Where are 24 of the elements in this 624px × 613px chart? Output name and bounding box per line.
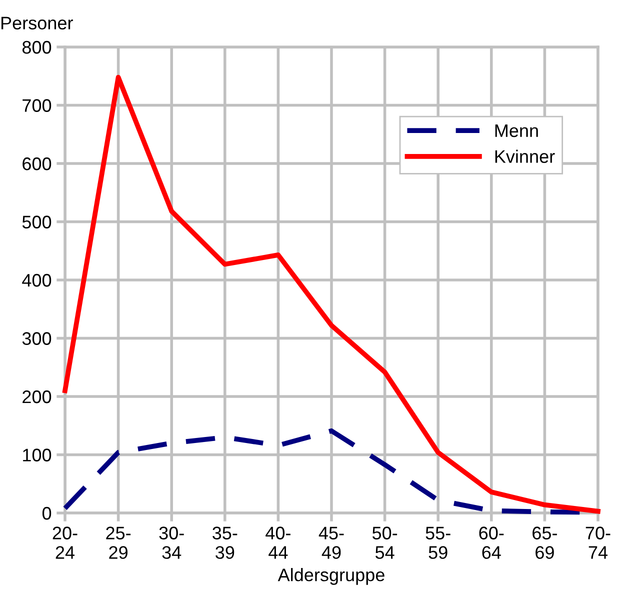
y-tick-label: 700 <box>22 99 52 112</box>
x-tick-label: 60- 64 <box>479 526 504 559</box>
x-axis-title: Aldersgruppe <box>278 568 384 585</box>
x-tick-label: 35- 39 <box>212 526 238 559</box>
x-tick-label: 50- 54 <box>372 526 398 559</box>
y-tick-label: 100 <box>23 448 52 462</box>
legend-label: Menn <box>495 124 538 138</box>
x-tick-label: 70- 74 <box>586 526 610 559</box>
legend-label: Kvinner <box>495 150 555 163</box>
x-tick-label: 40- 44 <box>266 526 290 559</box>
y-tick-label: 200 <box>22 390 52 404</box>
x-tick-label: 20- 24 <box>52 526 78 559</box>
x-tick-label: 65- 69 <box>532 526 557 559</box>
x-tick-label: 45- 49 <box>318 526 344 559</box>
y-tick-label: 800 <box>22 40 52 54</box>
y-tick-label: 500 <box>22 216 52 228</box>
x-tick-label: 25- 29 <box>106 526 131 559</box>
y-tick-label: 300 <box>22 332 52 345</box>
y-tick-label: 400 <box>22 274 52 287</box>
y-axis-title: Personer <box>1 16 73 30</box>
x-tick-label: 55- 59 <box>426 526 450 559</box>
y-tick-label: 0 <box>42 506 52 520</box>
x-tick-label: 30- 34 <box>159 526 184 559</box>
y-tick-label: 600 <box>22 157 52 170</box>
